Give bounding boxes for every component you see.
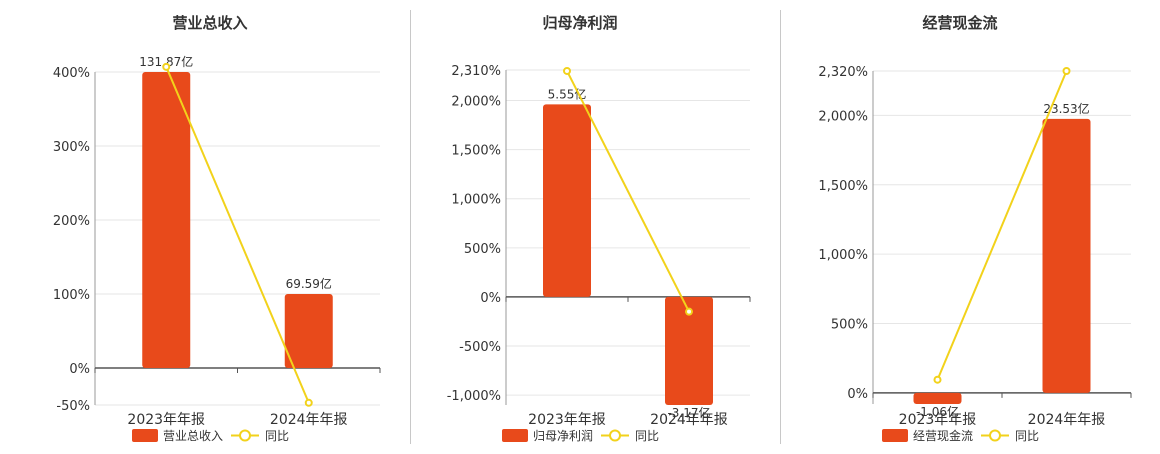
y-tick-label: 400% (53, 66, 90, 81)
y-tick-label: 0% (480, 291, 501, 306)
y-tick-label: 1,500% (451, 144, 501, 159)
y-tick-label: 2,000% (451, 94, 501, 109)
bar-data-label: -3.17亿 (667, 405, 710, 420)
legend-bar-swatch (502, 429, 528, 442)
legend-bar-label: 营业总收入 (163, 429, 223, 443)
legend-line-label: 同比 (1015, 429, 1039, 443)
bar (1042, 118, 1091, 393)
bar-data-label: -1.06亿 (916, 404, 959, 419)
legend-line-marker (989, 429, 1001, 442)
yoy-point (162, 62, 171, 71)
legend-bar-label: 归母净利润 (533, 429, 593, 443)
chart-title: 归母净利润 (542, 14, 617, 32)
y-tick-label: 1,000% (818, 248, 868, 263)
legend-bar-label: 经营现金流 (913, 428, 973, 443)
bar-data-label: 131.87亿 (139, 54, 193, 69)
y-tick-label: 2,000% (818, 109, 868, 124)
yoy-line (165, 66, 310, 404)
y-tick-label: 200% (53, 214, 90, 229)
legend-bar-swatch (132, 429, 158, 442)
legend-bar-swatch (882, 429, 908, 442)
y-tick-label: 1,500% (818, 179, 868, 194)
chart-panel-net-profit: 归母净利润 -1,000% -500% 0% 500% 1,000% 1,500% 2,000… (411, 0, 780, 450)
y-tick-label: 500% (831, 318, 868, 333)
chart-cash-flow: 经营现金流 0% 500% 1,000% 1,500% 2,000% 2,320% -1.06… (818, 14, 1132, 443)
x-category-label: 2023年年报 (899, 412, 977, 428)
bar (284, 294, 333, 368)
bar-data-label: 23.53亿 (1043, 101, 1089, 116)
y-tick-label: -50% (56, 399, 90, 414)
bar (665, 296, 713, 405)
yoy-point (304, 398, 313, 407)
chart-title: 营业总收入 (172, 14, 247, 32)
bar (913, 392, 962, 404)
x-category-label: 2024年年报 (270, 412, 348, 428)
panel-divider-2 (780, 10, 781, 444)
legend-line-label: 同比 (635, 429, 659, 443)
y-tick-label: -1,000% (447, 389, 501, 404)
y-tick-label: 500% (464, 242, 501, 257)
x-category-label: 2023年年报 (528, 412, 606, 428)
y-tick-label: 2,310% (451, 64, 501, 79)
y-tick-label: 1,000% (451, 193, 501, 208)
chart-panel-cash-flow: 经营现金流 0% 500% 1,000% 1,500% 2,000% 2,320% -1.06… (781, 0, 1160, 450)
y-tick-label: 0% (69, 362, 90, 377)
legend-line-marker (609, 429, 621, 442)
chart-title: 经营现金流 (922, 14, 997, 32)
x-category-label: 2024年年报 (1028, 412, 1106, 428)
bar (142, 72, 191, 368)
y-tick-label: 2,320% (818, 65, 868, 80)
yoy-line (566, 70, 690, 313)
chart-net-profit: 归母净利润 -1,000% -500% 0% 500% 1,000% 1,500% 2,000… (447, 14, 751, 443)
yoy-line (936, 70, 1068, 381)
y-tick-label: 300% (53, 140, 90, 155)
legend-line-marker (239, 429, 251, 442)
bar-data-label: 69.59亿 (286, 276, 332, 291)
x-category-label: 2023年年报 (127, 412, 205, 428)
x-category-label: 2024年年报 (650, 412, 728, 428)
yoy-point (1062, 67, 1071, 75)
legend-line-label: 同比 (265, 429, 289, 443)
yoy-point (933, 375, 942, 384)
bar (543, 104, 591, 297)
yoy-point (685, 307, 693, 316)
chart-panel-revenue: 营业总收入 -50% 0% 100% 200% 300% 400% 131.87亿 69.59亿… (0, 0, 410, 450)
chart-revenue: 营业总收入 -50% 0% 100% 200% 300% 400% 131.87亿 69.59亿… (53, 14, 381, 443)
yoy-point (563, 66, 571, 75)
panel-divider-1 (410, 10, 411, 444)
y-tick-label: -500% (459, 340, 501, 355)
y-tick-label: 100% (53, 288, 90, 303)
y-tick-label: 0% (847, 387, 868, 402)
